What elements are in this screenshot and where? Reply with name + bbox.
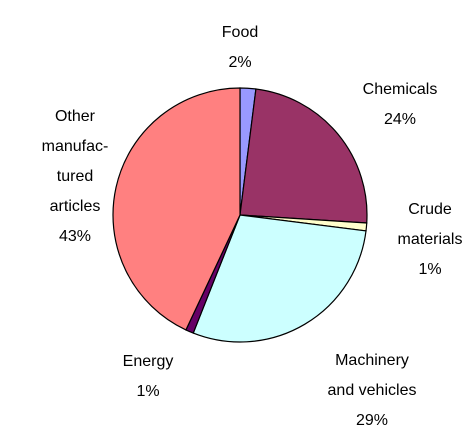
slice-label: Chemicals 24%	[350, 75, 450, 135]
value-label: 43%	[58, 228, 92, 245]
category-label: Crude materials	[397, 201, 463, 248]
pie-slice	[239, 88, 368, 224]
slice-label: Crude materials 1%	[385, 195, 469, 285]
category-label: Chemicals	[362, 81, 438, 98]
value-label: 24%	[383, 111, 417, 128]
value-label: 29%	[355, 412, 389, 429]
pie-slice	[192, 214, 367, 343]
slice-label: Energy 1%	[108, 347, 188, 407]
pie-slice	[112, 87, 241, 331]
category-label: Machinery and vehicles	[327, 352, 417, 399]
value-label: 1%	[136, 383, 160, 400]
slice-label: Food 2%	[190, 18, 290, 78]
category-label: Energy	[122, 353, 174, 370]
slice-label: Machinery and vehicles 29%	[322, 346, 422, 436]
slice-label: Other manufac-tured articles 43%	[35, 102, 115, 252]
value-label: 2%	[228, 54, 252, 71]
category-label: Food	[221, 24, 259, 41]
value-label: 1%	[418, 261, 442, 278]
category-label: Other manufac-tured articles	[41, 108, 109, 215]
